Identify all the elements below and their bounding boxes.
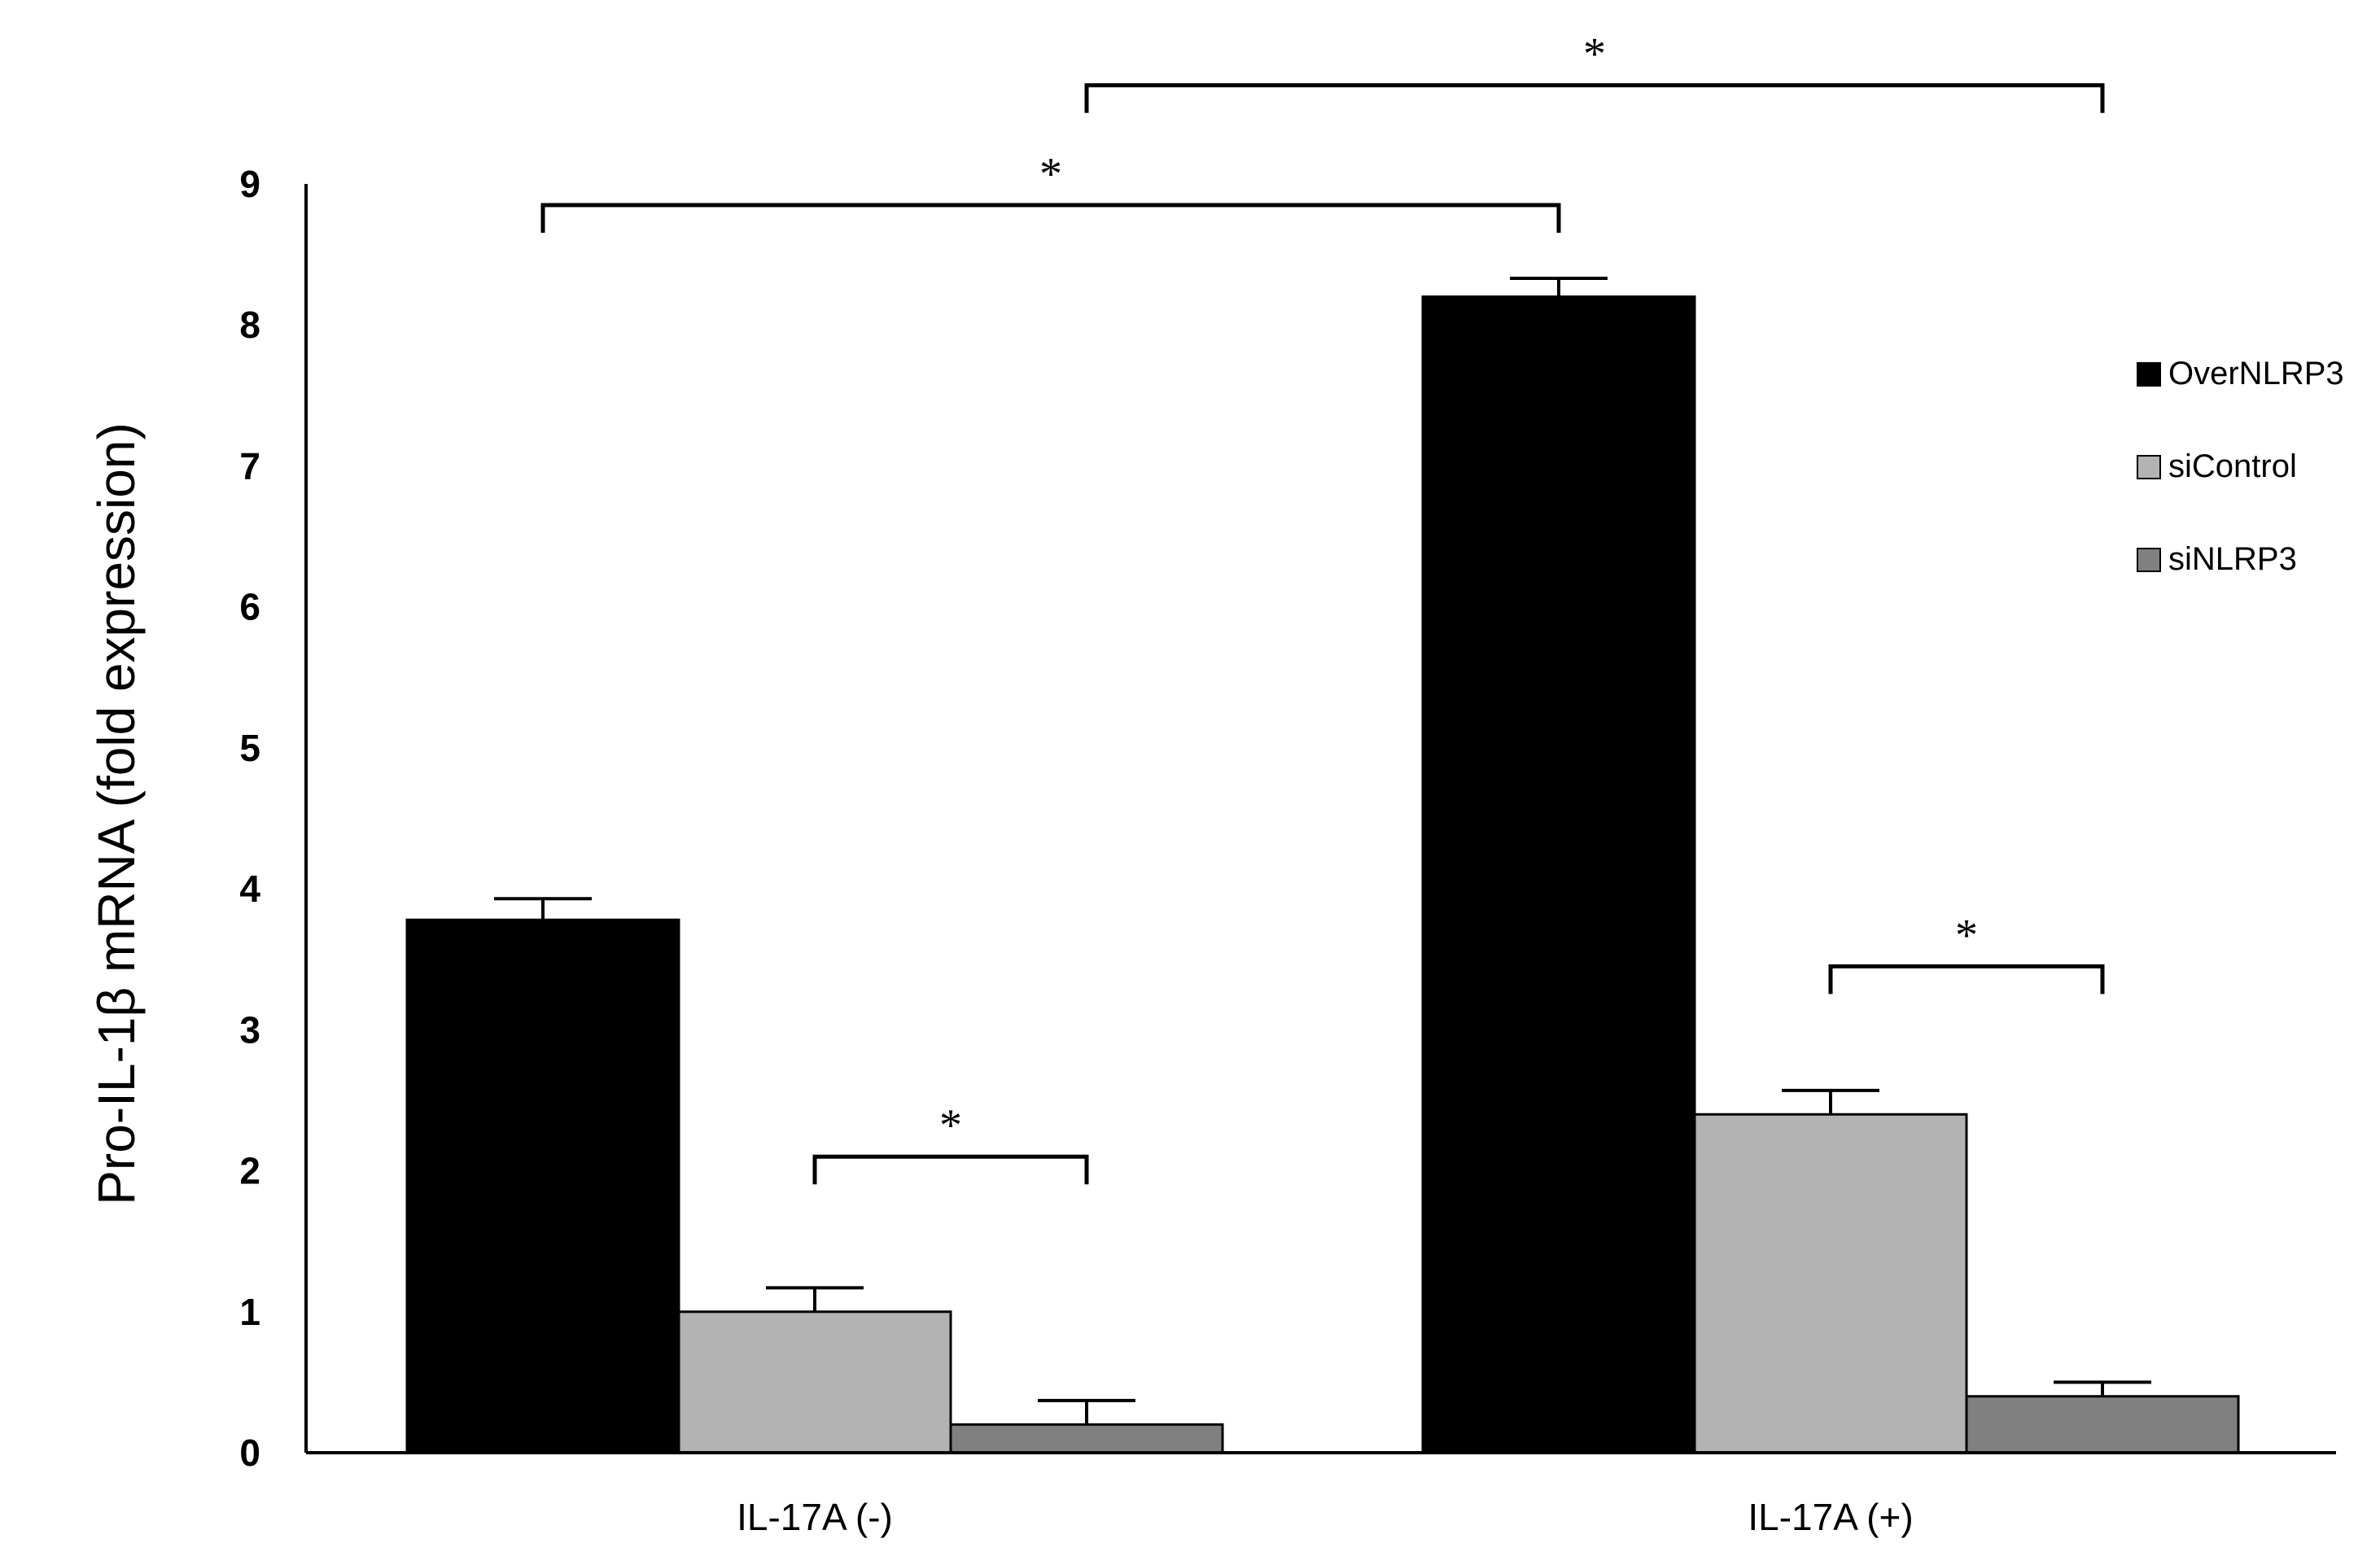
bar-overnlrp3-0 <box>405 918 680 1454</box>
legend-swatch-sinlrp3 <box>2137 548 2161 572</box>
legend-label: siNLRP3 <box>2168 541 2297 577</box>
significance-star: * <box>1955 910 1978 960</box>
y-tick-label: 4 <box>239 868 260 910</box>
legend-label: OverNLRP3 <box>2168 356 2344 391</box>
legend-swatch-sicontrol <box>2137 455 2161 479</box>
y-tick-label: 8 <box>239 304 260 346</box>
bar-sicontrol-0 <box>677 1310 952 1454</box>
significance-bracket-2 <box>540 203 1561 233</box>
x-axis: IL-17A (-) IL-17A (+) <box>306 1451 2336 1538</box>
y-tick-label: 1 <box>239 1291 260 1333</box>
significance-bracket-1 <box>1828 964 2105 995</box>
significance-star: * <box>939 1100 962 1151</box>
y-tick-label: 7 <box>239 444 260 487</box>
y-tick-label: 3 <box>239 1008 260 1051</box>
legend-swatch-overnlrp3 <box>2137 362 2161 387</box>
bar-overnlrp3-1 <box>1421 295 1696 1454</box>
bars <box>405 295 2240 1454</box>
significance-bracket-0 <box>812 1154 1089 1185</box>
y-tick-label: 5 <box>239 727 260 769</box>
x-category-label: IL-17A (+) <box>1748 1496 1913 1538</box>
y-tick-label: 2 <box>239 1150 260 1192</box>
y-tick-label: 6 <box>239 586 260 628</box>
bar-sinlrp3-0 <box>949 1423 1224 1454</box>
x-category-label: IL-17A (-) <box>737 1496 893 1538</box>
y-tick-label: 0 <box>239 1432 260 1474</box>
significance-bracket-3 <box>1084 83 2105 113</box>
error-bars <box>494 277 2151 1425</box>
significance-star: * <box>1583 29 1606 80</box>
legend: OverNLRP3 siControl siNLRP3 <box>2137 356 2344 577</box>
legend-label: siControl <box>2168 448 2297 484</box>
y-axis: 0 1 2 3 4 5 6 7 8 9 <box>239 163 308 1474</box>
significance-brackets: * * * * <box>540 29 2105 1185</box>
bar-sicontrol-1 <box>1693 1113 1968 1454</box>
bar-sinlrp3-1 <box>1965 1395 2240 1454</box>
y-tick-label: 9 <box>239 163 260 205</box>
y-axis-label: Pro-IL-1β mRNA (fold expression) <box>87 422 146 1205</box>
significance-star: * <box>1039 149 1062 199</box>
